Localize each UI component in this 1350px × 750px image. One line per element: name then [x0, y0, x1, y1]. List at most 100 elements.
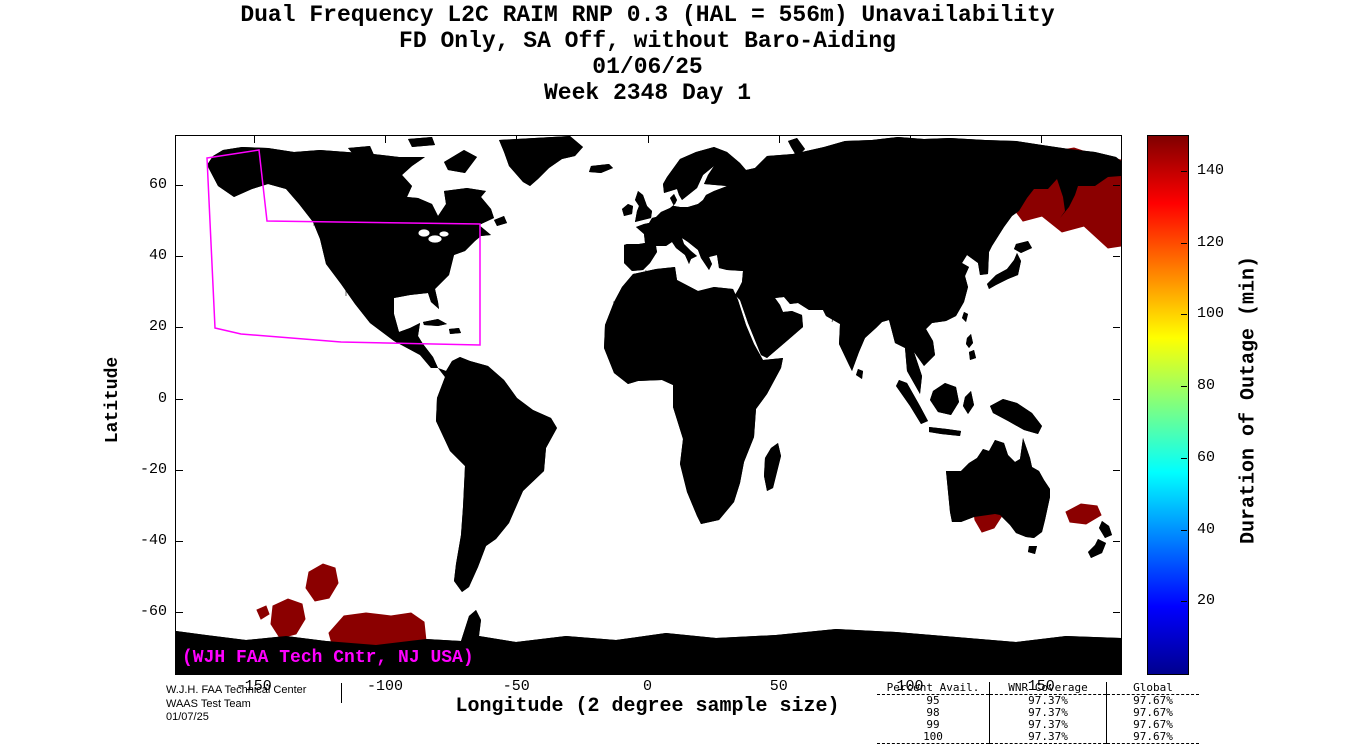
availability-stats-table: Percent Avail. WNR Coverage Global 95 97.…	[877, 682, 1199, 744]
x-tick-mark	[647, 136, 649, 143]
y-tick-label: 0	[157, 389, 167, 407]
y-tick-mark	[176, 256, 183, 258]
stats-row: 99 97.37% 97.67%	[877, 719, 1199, 731]
world-map-plot	[175, 135, 1122, 675]
x-tick-mark	[516, 666, 518, 673]
x-tick-mark	[385, 136, 386, 143]
y-tick-mark	[1113, 398, 1120, 400]
title-line-2: FD Only, SA Off, without Baro-Aiding	[399, 28, 896, 54]
colorbar-tick-mark	[1181, 529, 1187, 531]
y-tick-mark	[1113, 256, 1120, 258]
x-tick-mark	[516, 136, 518, 143]
y-tick-mark	[176, 184, 183, 186]
stats-cell: 99	[926, 718, 940, 731]
x-tick-label: 100	[896, 678, 924, 695]
stats-row: 100 97.37% 97.67%	[877, 731, 1199, 744]
stats-cell: 98	[926, 706, 940, 719]
x-tick-mark	[1041, 666, 1043, 673]
stats-cell: 97.67%	[1106, 731, 1199, 744]
stats-header-row: Percent Avail. WNR Coverage Global	[877, 682, 1199, 695]
political-borders	[313, 195, 937, 497]
colorbar-tick-mark	[1181, 314, 1187, 316]
stats-cell: 97.37%	[989, 719, 1107, 731]
colorbar-tick-mark	[1181, 386, 1187, 388]
outage-region-south-pacific-2	[256, 605, 270, 620]
y-tick-mark	[176, 398, 183, 400]
colorbar-label: Duration of Outage (min)	[1237, 255, 1261, 545]
y-tick-label: -40	[139, 532, 167, 550]
y-tick-mark	[1113, 184, 1120, 186]
x-tick-label: -150	[235, 678, 272, 695]
x-tick-label: -50	[502, 678, 530, 695]
footer-block: W.J.H. FAA Technical Center WAAS Test Te…	[166, 684, 306, 725]
y-tick-mark	[1113, 612, 1120, 614]
x-tick-mark	[778, 666, 780, 673]
colorbar-tick-mark	[1181, 242, 1187, 244]
x-tick-mark	[778, 136, 780, 143]
x-tick-mark	[910, 666, 911, 673]
colorbar-tick-label: 120	[1197, 233, 1225, 251]
title-line-3: 01/06/25	[592, 54, 703, 80]
plot-title: Dual Frequency L2C RAIM RNP 0.3 (HAL = 5…	[175, 2, 1120, 106]
x-tick-label: 50	[769, 678, 788, 695]
y-tick-label: 60	[148, 175, 167, 193]
colorbar-tick-label: 100	[1197, 305, 1225, 323]
colorbar-tick-mark	[1181, 601, 1187, 603]
title-line-4: Week 2348 Day 1	[543, 80, 752, 106]
stats-cell: 100	[877, 731, 990, 744]
stats-cell: 97.37%	[989, 694, 1107, 707]
footer-divider	[341, 683, 342, 703]
stats-cell: 97.67%	[1106, 719, 1199, 731]
x-axis-label: Longitude (2 degree sample size)	[455, 695, 840, 718]
map-credit-text: (WJH FAA Tech Cntr, NJ USA)	[182, 648, 474, 668]
x-tick-mark	[647, 666, 649, 673]
stats-cell: 97.67%	[1106, 694, 1199, 707]
x-tick-mark	[910, 136, 911, 143]
y-tick-mark	[176, 612, 183, 614]
y-tick-label: -60	[139, 603, 167, 621]
x-tick-mark	[253, 666, 255, 673]
footer-line-2: WAAS Test Team	[166, 697, 251, 710]
stats-header-wnr-coverage: WNR Coverage	[989, 682, 1107, 695]
x-tick-mark	[1041, 136, 1043, 143]
outage-region-south-pacific-3	[270, 598, 306, 639]
footer-line-1: W.J.H. FAA Technical Center	[166, 684, 307, 696]
x-tick-label: 150	[1027, 678, 1055, 695]
x-tick-mark	[385, 666, 386, 673]
stats-header-global: Global	[1106, 682, 1199, 695]
stats-row: 95 97.37% 97.67%	[877, 694, 1199, 707]
y-tick-mark	[1113, 327, 1120, 329]
stats-cell: 97.67%	[1106, 707, 1199, 719]
y-tick-mark	[1113, 541, 1120, 543]
great-lakes	[417, 228, 450, 244]
title-line-1: Dual Frequency L2C RAIM RNP 0.3 (HAL = 5…	[240, 2, 1055, 28]
colorbar-tick-mark	[1181, 457, 1187, 459]
waas-coverage-boundary	[206, 149, 481, 346]
colorbar-tick-label: 80	[1197, 377, 1216, 395]
colorbar-tick-mark	[1181, 170, 1187, 172]
footer-line-3: 01/07/25	[166, 711, 209, 723]
colorbar-tick-label: 40	[1197, 520, 1216, 538]
stats-cell: 97.37%	[989, 707, 1107, 719]
stats-cell: 95	[926, 694, 940, 707]
x-tick-label: -100	[366, 678, 403, 695]
outage-region-south-pacific-1	[305, 563, 339, 602]
stats-row: 98 97.37% 97.67%	[877, 707, 1199, 719]
y-tick-label: -20	[139, 460, 167, 478]
colorbar	[1147, 135, 1189, 675]
y-tick-label: 20	[148, 318, 167, 336]
stats-header-percent-avail: Percent Avail.	[877, 682, 990, 695]
y-tick-mark	[176, 469, 183, 471]
y-tick-label: 40	[148, 247, 167, 265]
y-tick-mark	[176, 541, 183, 543]
outage-region-tasman-sea	[1065, 503, 1102, 525]
stats-cell: 97.37%	[989, 731, 1107, 744]
colorbar-tick-label: 60	[1197, 448, 1216, 466]
y-tick-mark	[1113, 469, 1120, 471]
colorbar-tick-label: 140	[1197, 161, 1225, 179]
x-tick-mark	[253, 136, 255, 143]
world-map-svg	[176, 136, 1121, 674]
colorbar-tick-label: 20	[1197, 592, 1216, 610]
x-tick-label: 0	[642, 678, 652, 695]
